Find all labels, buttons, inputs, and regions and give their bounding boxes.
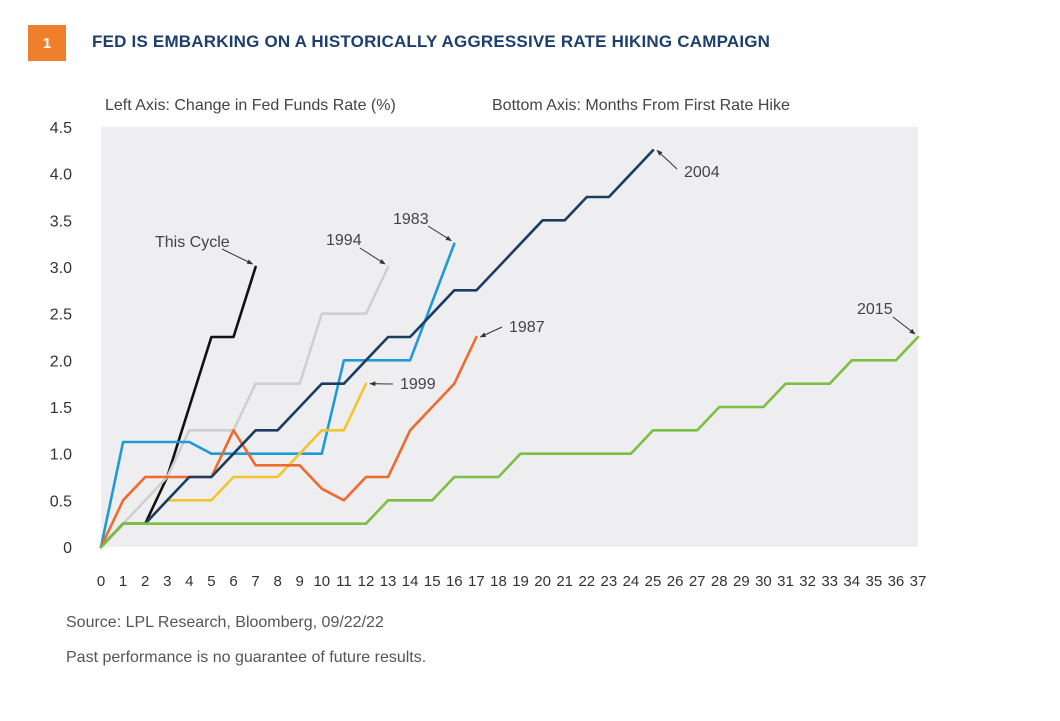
x-tick-label: 5 [207,573,215,590]
y-tick-label: 3.5 [50,213,72,230]
x-tick-label: 12 [358,573,375,590]
y-tick-label: 4.5 [50,120,72,137]
annotation-arrow-this-cycle [221,248,254,265]
x-tick-label: 1 [119,573,127,590]
x-tick-label: 8 [273,573,281,590]
x-tick-label: 23 [601,573,618,590]
x-tick-label: 20 [534,573,551,590]
x-tick-label: 3 [163,573,171,590]
figure-number-badge: 1 [28,25,66,61]
series-line-1987 [99,335,478,549]
x-tick-label: 24 [623,573,640,590]
annotation-label-this-cycle: This Cycle [155,234,230,251]
y-axis-label: Left Axis: Change in Fed Funds Rate (%) [105,97,396,114]
y-tick-label: 1.5 [50,400,72,417]
annotation-arrow-1987 [479,326,503,338]
y-tick-label: 2.0 [50,353,72,370]
annotation-arrow-2015 [892,316,916,335]
y-tick-label: 3.0 [50,260,72,277]
annotation-label-1983: 1983 [393,211,429,228]
x-tick-label: 26 [667,573,684,590]
annotation-arrow-1983 [427,225,452,242]
x-tick-label: 7 [251,573,259,590]
x-tick-label: 25 [645,573,662,590]
y-tick-label: 2.5 [50,307,72,324]
x-tick-label: 6 [229,573,237,590]
x-tick-label: 36 [888,573,905,590]
y-tick-label: 4.0 [50,167,72,184]
annotation-label-1999: 1999 [400,376,436,393]
x-tick-label: 15 [424,573,441,590]
x-tick-label: 29 [733,573,750,590]
x-tick-label: 10 [313,573,330,590]
x-tick-label: 28 [711,573,728,590]
x-tick-label: 30 [755,573,772,590]
x-tick-label: 9 [296,573,304,590]
x-tick-label: 18 [490,573,507,590]
chart-title: FED IS EMBARKING ON A HISTORICALLY AGGRE… [92,32,771,51]
x-tick-label: 34 [843,573,860,590]
series-line-1994 [99,265,390,549]
disclaimer-note: Past performance is no guarantee of futu… [66,649,427,666]
annotation-arrow-2004 [656,149,678,170]
annotation-arrow-1994 [359,247,386,265]
annotation-label-2004: 2004 [684,164,720,181]
y-tick-label: 0 [63,540,72,557]
x-tick-label: 37 [910,573,927,590]
x-tick-label: 22 [578,573,595,590]
series-line-1983 [99,242,456,549]
y-tick-label: 1.0 [50,447,72,464]
series-line-2004 [99,149,655,549]
x-tick-label: 16 [446,573,463,590]
x-tick-label: 2 [141,573,149,590]
x-tick-label: 13 [380,573,397,590]
annotation-label-1994: 1994 [326,232,362,249]
x-tick-label: 33 [821,573,838,590]
x-tick-label: 17 [468,573,485,590]
x-tick-label: 35 [865,573,882,590]
x-tick-label: 31 [777,573,794,590]
x-tick-label: 19 [512,573,529,590]
x-axis-label: Bottom Axis: Months From First Rate Hike [492,97,790,114]
x-tick-label: 27 [689,573,706,590]
x-tick-label: 21 [556,573,573,590]
x-tick-label: 14 [402,573,419,590]
x-tick-label: 0 [97,573,105,590]
y-tick-label: 0.5 [50,493,72,510]
annotation-label-2015: 2015 [857,301,893,318]
annotation-label-1987: 1987 [509,319,545,336]
x-tick-label: 32 [799,573,816,590]
series-line-2015 [99,335,920,549]
x-tick-label: 4 [185,573,193,590]
source-note: Source: LPL Research, Bloomberg, 09/22/2… [66,614,384,631]
x-tick-label: 11 [336,573,352,590]
